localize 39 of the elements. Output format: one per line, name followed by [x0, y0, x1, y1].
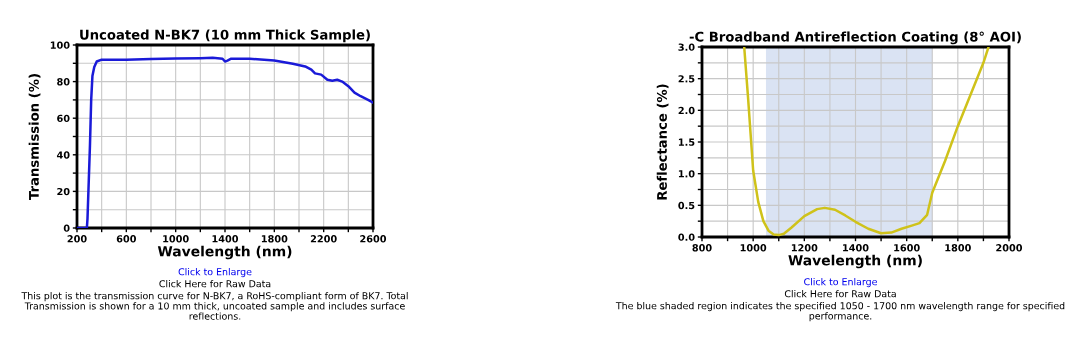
y-tick-label: 1.0 — [678, 170, 695, 178]
y-tick-label: 40 — [56, 151, 70, 159]
x-tick-label: 1800 — [261, 235, 288, 243]
y-tick-label: 0.5 — [678, 201, 695, 210]
x-axis-title: Wavelength (nm) — [157, 245, 292, 260]
x-tick-label: 1800 — [945, 244, 971, 252]
y-tick-label: 2.0 — [678, 106, 695, 115]
y-tick-label: 100 — [50, 41, 70, 49]
y-tick-label: 3.0 — [678, 43, 695, 51]
x-tick-label: 800 — [692, 244, 712, 252]
x-tick-label: 2200 — [310, 235, 337, 243]
y-tick-label: 80 — [57, 78, 70, 86]
x-tick-label: 1400 — [843, 244, 869, 252]
x-tick-label: 2000 — [996, 244, 1023, 252]
x-tick-label: 600 — [116, 235, 137, 243]
x-tick-label: 1000 — [163, 235, 189, 243]
y-tick-label: 20 — [57, 187, 70, 196]
x-tick-label: 2600 — [360, 235, 387, 243]
y-tick-label: 0.0 — [678, 233, 695, 241]
x-tick-label: 200 — [67, 235, 87, 243]
text: Click to Enlarge — [804, 278, 877, 288]
x-tick-label: 1000 — [740, 244, 767, 252]
line-series — [742, 47, 990, 237]
x-tick-label: 1600 — [894, 244, 920, 252]
text: This plot is the transmission curve for N-BK7, a RoHS-compliant form of BK7. Total Transmission is shown for a 10 mm thick, uncoated sample and includes surface reflections. — [21, 292, 408, 320]
y-tick-label: 60 — [57, 114, 70, 123]
y-axis-title: Reflectance (%) — [656, 84, 669, 200]
text: The blue shaded region indicates the specified 1050 - 1700 nm wavelength range for specified performance. — [615, 302, 1065, 322]
y-axis-title: Transmission (%) — [28, 74, 41, 200]
y-tick-label: 1.5 — [678, 138, 695, 146]
text: Click to Enlarge — [178, 268, 252, 278]
y-tick-label: 2.5 — [678, 75, 695, 83]
chart-title: Uncoated N-BK7 (10 mm Thick Sample) — [80, 29, 370, 43]
x-tick-label: 1200 — [791, 244, 818, 252]
text: Click Here for Raw Data — [159, 280, 271, 288]
x-axis-title: Wavelength (nm) — [788, 254, 922, 269]
x-tick-label: 1400 — [212, 235, 239, 243]
y-tick-label: 0 — [63, 224, 70, 232]
text: Click Here for Raw Data — [784, 290, 896, 298]
